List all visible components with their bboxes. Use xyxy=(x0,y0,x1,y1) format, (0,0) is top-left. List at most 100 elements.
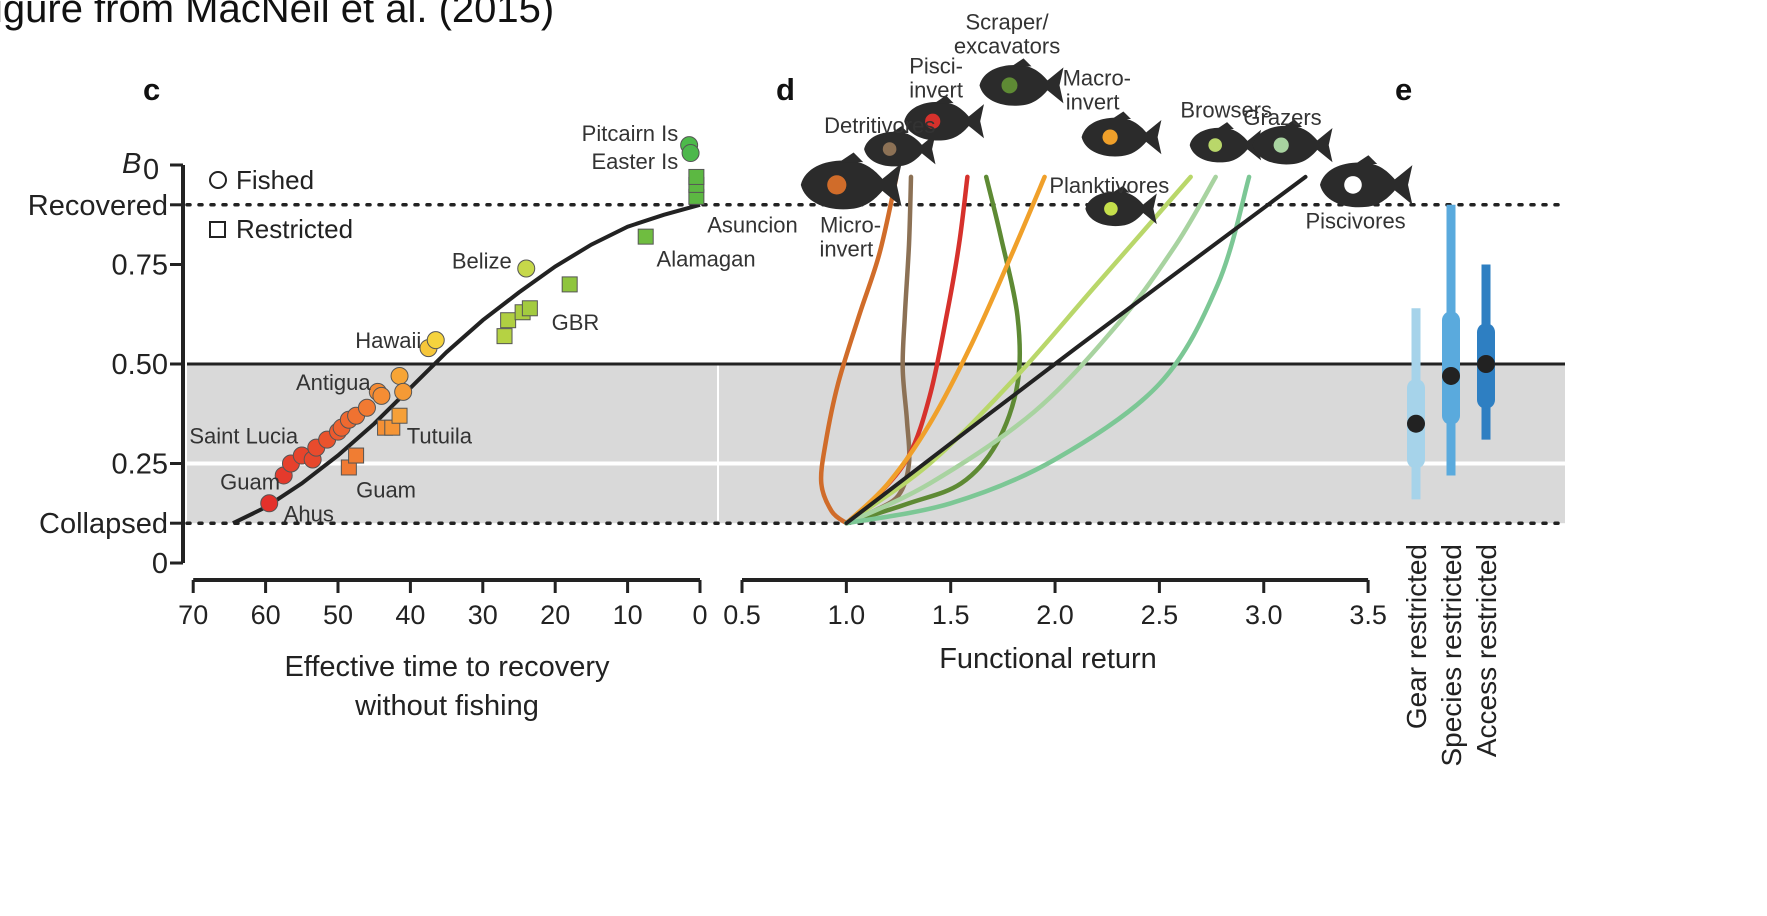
median-point xyxy=(1477,355,1495,373)
fish-fin xyxy=(839,152,864,163)
fished-point xyxy=(394,382,413,401)
scraper-fish-icon xyxy=(979,58,1064,106)
site-label: Hawaii xyxy=(355,328,421,353)
restricted-point xyxy=(521,300,538,317)
detritivores-fish-icon xyxy=(864,126,936,167)
site-label: Pitcairn Is xyxy=(582,121,679,146)
site-label: Belize xyxy=(452,249,512,274)
x-tick-label: 20 xyxy=(540,600,570,630)
guild-color-dot xyxy=(1273,137,1289,153)
grazers-fish-icon xyxy=(1252,119,1333,165)
median-point xyxy=(1407,414,1425,433)
guild-trajectory-line xyxy=(844,174,1218,526)
guild-label: Browsers xyxy=(1180,97,1272,122)
fish-fin xyxy=(1112,185,1130,193)
category-label: Gear restricted xyxy=(1401,544,1432,729)
x-tick-label: 3.0 xyxy=(1245,600,1283,630)
guild-trajectory-line xyxy=(818,174,899,526)
guild-label: Scraper/ xyxy=(965,10,1049,35)
x-tick-label: 2.0 xyxy=(1036,600,1074,630)
category-label: Species restricted xyxy=(1436,544,1467,767)
guild-label: Piscivores xyxy=(1305,209,1405,234)
fish-body xyxy=(979,65,1064,106)
fish-body xyxy=(1081,117,1162,157)
y-tick-label: 0.25 xyxy=(112,449,168,481)
y-tick-label: 0.50 xyxy=(112,349,168,381)
piscivores-fish-icon xyxy=(1320,155,1413,208)
figure-caption: igure from MacNeil et al. (2015) xyxy=(0,0,554,31)
x-tick-label: 2.5 xyxy=(1141,600,1179,630)
fish-body xyxy=(1320,162,1413,208)
x-tick-label: 50 xyxy=(323,600,353,630)
x-tick-label: 40 xyxy=(395,600,425,630)
guild-trajectory-line xyxy=(844,174,1252,526)
site-label: Alamagan xyxy=(657,247,756,272)
x-tick-label: 3.5 xyxy=(1349,600,1387,630)
site-label: Guam xyxy=(356,477,416,502)
fish-body xyxy=(1189,127,1262,163)
fish-body xyxy=(864,131,936,167)
fish-fin xyxy=(1112,111,1131,120)
site-label: GBR xyxy=(552,310,600,335)
fish-body xyxy=(800,160,902,210)
browsers-fish-icon xyxy=(1189,122,1262,163)
panel-e-label: e xyxy=(1395,72,1412,107)
guild-label: invert xyxy=(819,237,873,262)
x-tick-label: 60 xyxy=(251,600,281,630)
guild-label: Macro- xyxy=(1063,65,1131,90)
median-point xyxy=(1442,366,1460,385)
pisci-invert-fish-icon xyxy=(904,95,984,141)
guild-trajectory-line xyxy=(844,174,1308,526)
x-tick-label: 1.5 xyxy=(932,600,970,630)
guild-label: invert xyxy=(909,77,963,102)
fish-fin xyxy=(1283,119,1303,128)
guild-label: Micro- xyxy=(820,213,881,238)
guild-color-dot xyxy=(1001,77,1018,94)
site-label: Easter Is xyxy=(591,149,678,174)
guild-label: invert xyxy=(1066,89,1120,114)
guild-trajectory-line xyxy=(844,174,1047,526)
fished-point xyxy=(681,144,700,163)
guild-label: Pisci- xyxy=(909,54,963,79)
site-label: Guam xyxy=(220,469,280,494)
restricted-point xyxy=(688,168,705,185)
guild-color-dot xyxy=(1102,129,1118,145)
y-tick-label: Collapsed xyxy=(39,508,168,540)
site-label: Asuncion xyxy=(707,213,798,238)
fished-point xyxy=(390,366,409,385)
x-axis-title-d: Functional return xyxy=(939,643,1157,675)
x-tick-label: 0 xyxy=(692,600,707,630)
legend-restricted: Restricted xyxy=(236,214,353,244)
fished-point xyxy=(372,386,391,405)
guild-label: Detritivores xyxy=(824,113,935,138)
fish-fin xyxy=(1216,122,1234,129)
legend-circle-marker xyxy=(209,171,227,189)
restricted-point xyxy=(500,312,517,329)
fish-fin xyxy=(891,126,909,133)
panel-d: d 0.5 1.0 1.5 2.0 2.5 3.0 3.5 Functional return… xyxy=(723,10,1413,675)
site-label: Saint Lucia xyxy=(189,424,299,449)
b0-subscript: 0 xyxy=(143,154,159,186)
x-tick-label: 70 xyxy=(178,600,208,630)
guild-color-dot xyxy=(925,113,941,129)
x-tick-label: 10 xyxy=(613,600,643,630)
x-tick-label: 1.0 xyxy=(828,600,866,630)
panel-e: e Gear restricted Species restricted Acces… xyxy=(1395,72,1502,767)
restricted-point xyxy=(391,407,408,424)
fished-point xyxy=(426,331,445,350)
guild-color-dot xyxy=(827,175,847,195)
guild-color-dot xyxy=(882,142,897,156)
x-axis-title-c: without fishing xyxy=(354,690,539,722)
x-tick-label: 0.5 xyxy=(723,600,761,630)
guild-trajectory-line xyxy=(844,174,1193,526)
fish-body xyxy=(904,101,984,141)
fish-body xyxy=(1252,125,1333,165)
guild-label: Planktivores xyxy=(1049,173,1169,198)
panel-d-label: d xyxy=(776,72,795,107)
panel-c-label: c xyxy=(143,72,160,107)
guild-label: Grazers xyxy=(1243,105,1321,130)
category-label: Access restricted xyxy=(1471,544,1502,757)
y-tick-label: 0 xyxy=(152,548,168,580)
b0-label: B xyxy=(122,148,141,180)
